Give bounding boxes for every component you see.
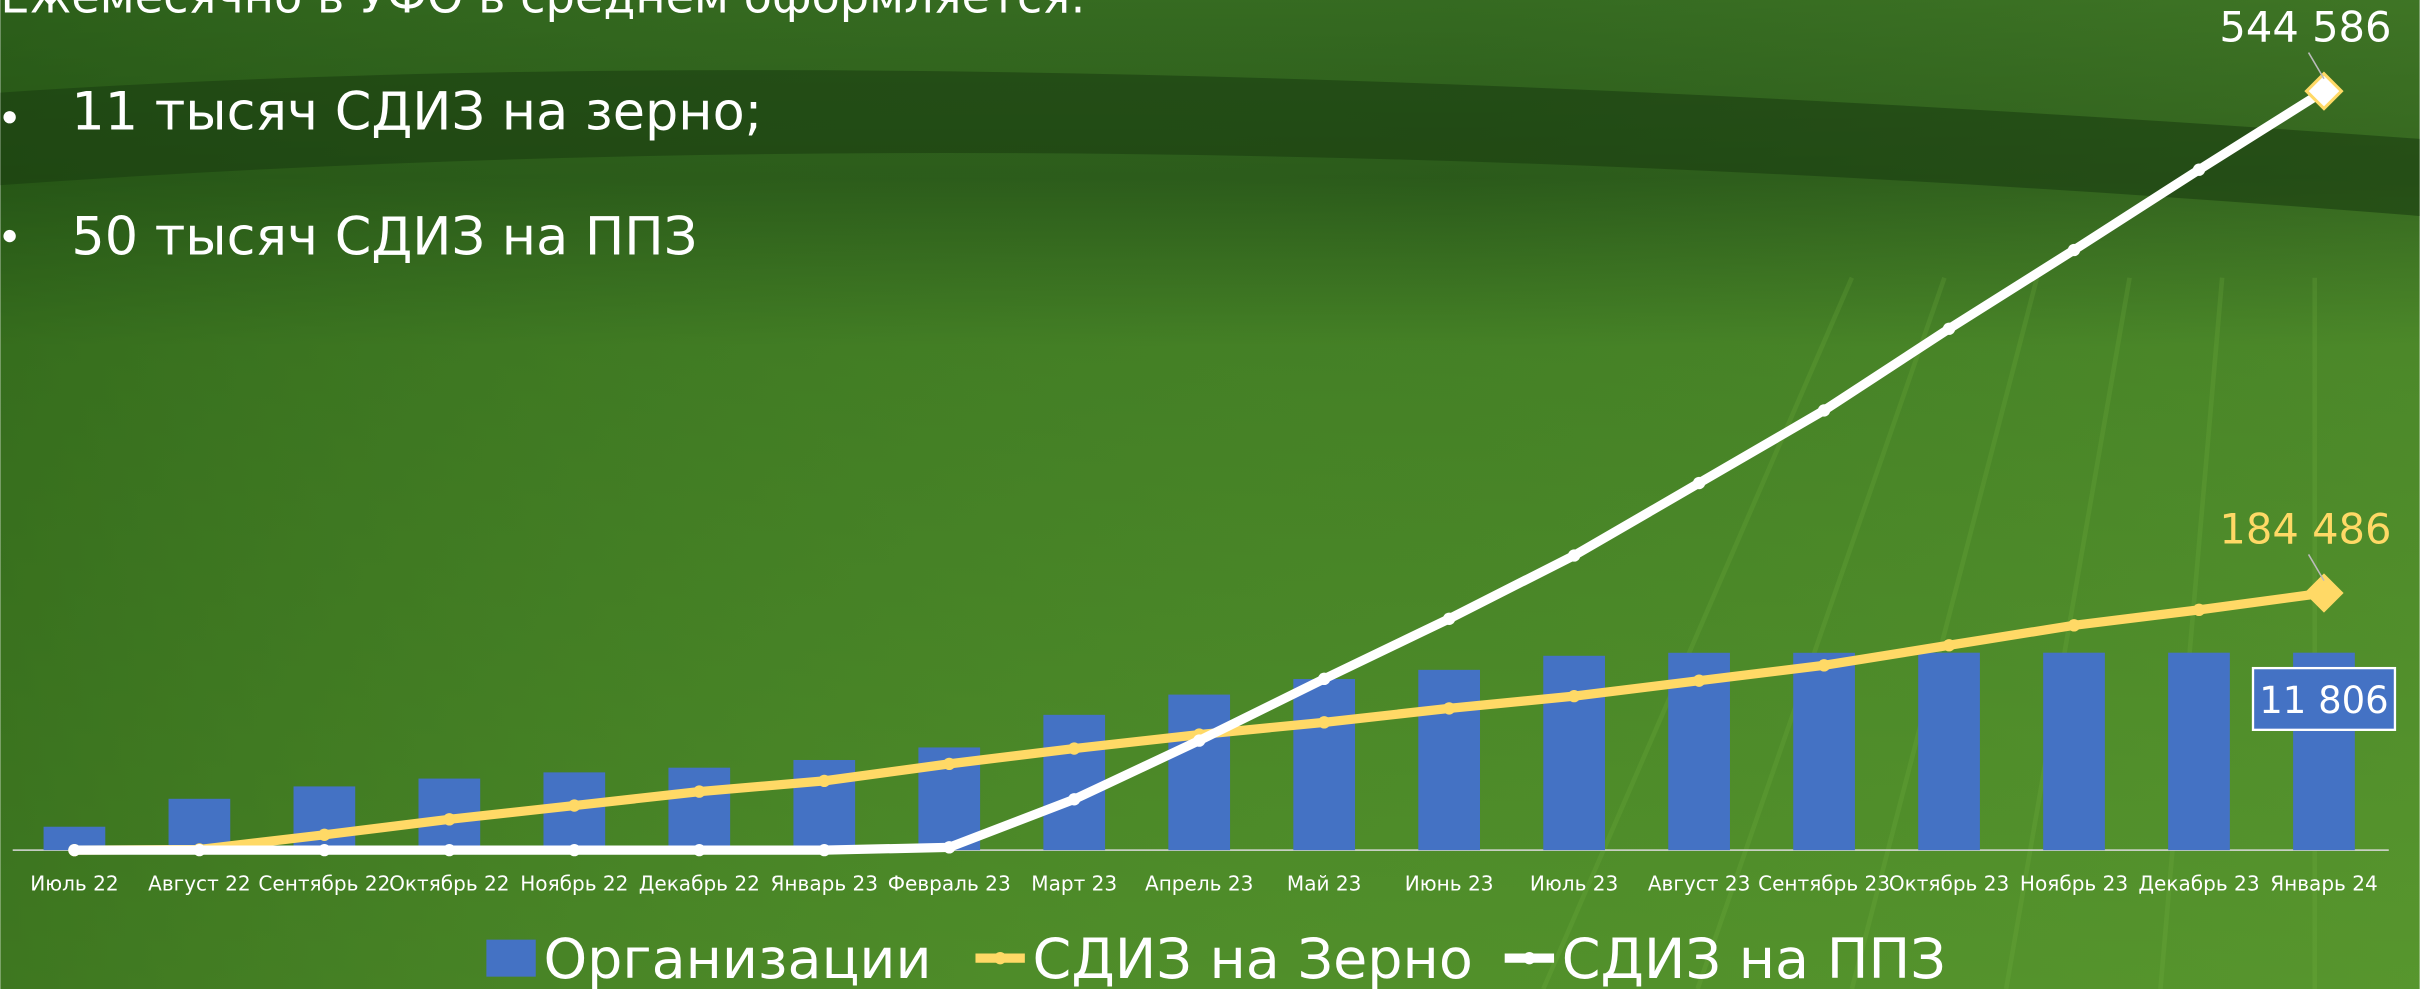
bar — [1293, 679, 1356, 851]
leader-line — [2307, 554, 2325, 582]
marker — [68, 843, 81, 857]
x-tick-label: Июнь 23 — [1405, 871, 1494, 895]
x-tick-label: Декабрь 23 — [2138, 871, 2259, 895]
x-tick-label: Май 23 — [1287, 871, 1362, 895]
marker — [1692, 674, 1706, 687]
x-tick-label: Февраль 23 — [888, 871, 1011, 895]
marker — [1567, 689, 1581, 703]
bullet-text: 11 тысяч СДИЗ на зерно; — [71, 82, 762, 143]
legend-swatch — [1523, 951, 1536, 965]
x-tick-label: Март 23 — [1031, 871, 1117, 895]
marker — [1442, 702, 1456, 715]
bar — [168, 798, 231, 851]
bar — [43, 826, 106, 851]
x-tick-label: Декабрь 22 — [639, 871, 760, 895]
marker — [2304, 573, 2344, 613]
legend-label: СДИЗ на Зерно — [1033, 927, 1473, 989]
marker — [318, 828, 331, 841]
marker — [1817, 404, 1831, 417]
legend-swatch — [993, 951, 1007, 965]
bar — [1043, 714, 1106, 851]
leader-line — [2307, 52, 2325, 80]
data-label: 184 486 — [2219, 505, 2391, 554]
title: Ежемесячно в УФО в среднем оформляется: — [0, 0, 1085, 23]
x-tick-label: Август 23 — [1648, 871, 1751, 895]
marker — [1442, 612, 1456, 625]
marker — [2067, 243, 2081, 257]
legend-label: Организации — [543, 927, 931, 989]
marker — [1318, 672, 1331, 686]
x-tick-label: Ноябрь 22 — [520, 871, 628, 895]
marker — [1068, 793, 1081, 806]
marker — [193, 843, 206, 857]
marker — [818, 843, 831, 857]
x-tick-label: Сентябрь 22 — [258, 871, 390, 895]
data-label-box — [2251, 666, 2397, 731]
field-rows — [1541, 276, 2318, 990]
data-label: 544 586 — [2219, 3, 2391, 52]
x-tick-label: Октябрь 23 — [1889, 871, 2009, 895]
marker — [568, 799, 581, 812]
marker — [2304, 71, 2344, 111]
x-tick-label: Сентябрь 23 — [1758, 871, 1890, 895]
bullet-text: 50 тысяч СДИЗ на ППЗ — [71, 207, 697, 268]
marker — [1567, 549, 1581, 562]
tree-line — [0, 70, 2420, 217]
legend-label: СДИЗ на ППЗ — [1562, 927, 1946, 989]
marker — [1068, 742, 1081, 755]
x-tick-label: Апрель 23 — [1145, 871, 1253, 895]
bullet — [3, 229, 16, 243]
marker — [1318, 716, 1331, 729]
x-tick-label: Январь 23 — [770, 871, 878, 895]
marker — [443, 813, 456, 826]
marker — [943, 757, 956, 771]
x-tick-label: Ноябрь 23 — [2020, 871, 2128, 895]
marker — [943, 841, 956, 854]
marker — [318, 843, 331, 857]
bullet — [3, 111, 16, 124]
marker — [1692, 476, 1706, 490]
bar — [1168, 694, 1231, 851]
marker — [568, 843, 581, 857]
marker — [2192, 603, 2206, 617]
x-tick-label: Октябрь 22 — [389, 871, 509, 895]
marker — [693, 843, 706, 857]
marker — [2067, 619, 2081, 632]
bar — [2043, 652, 2105, 851]
data-label: 11 806 — [2259, 679, 2389, 722]
marker — [818, 774, 831, 788]
bar — [1793, 652, 1855, 851]
x-tick-label: Июль 22 — [30, 871, 118, 895]
bar — [668, 767, 731, 851]
x-tick-label: Январь 24 — [2270, 871, 2378, 895]
x-tick-label: Июль 23 — [1530, 871, 1618, 895]
x-tick-label: Август 22 — [148, 871, 251, 895]
marker — [2192, 163, 2206, 176]
marker — [693, 785, 706, 798]
marker — [1193, 734, 1206, 747]
bar — [2168, 652, 2230, 851]
bar — [1918, 652, 1980, 851]
marker — [1817, 659, 1831, 672]
marker — [1942, 322, 1956, 335]
bar — [1418, 669, 1481, 851]
bar — [1543, 655, 1605, 851]
marker — [443, 843, 456, 857]
legend-swatch — [486, 939, 536, 977]
marker — [1942, 639, 1956, 652]
